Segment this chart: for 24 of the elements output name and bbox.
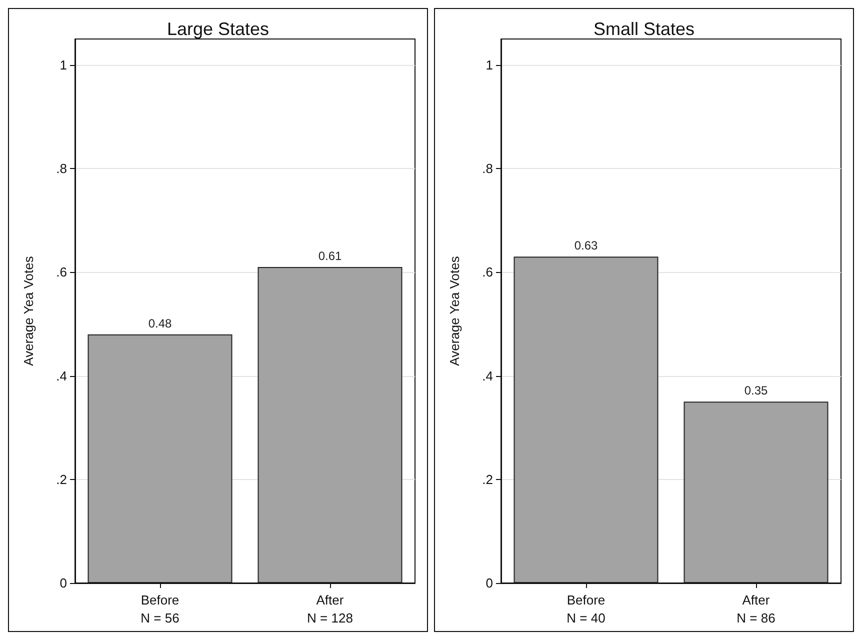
data-label: 0.48 xyxy=(148,316,172,330)
x-tick-label: After N = 86 xyxy=(736,592,776,626)
y-tick-label: .8 xyxy=(56,161,67,176)
y-tick-label: 0 xyxy=(486,576,493,590)
y-tick-label: .8 xyxy=(482,161,493,176)
y-tick-label: 1 xyxy=(486,57,493,72)
y-tick-label: .4 xyxy=(56,368,67,384)
y-axis-title: Average Yea Votes xyxy=(447,256,462,366)
y-axis-title: Average Yea Votes xyxy=(21,256,36,366)
y-tick-label: .2 xyxy=(56,472,67,487)
data-label: 0.61 xyxy=(318,248,342,263)
data-label: 0.35 xyxy=(744,384,768,398)
x-tick-label: After N = 128 xyxy=(307,592,353,626)
y-tick-label: 1 xyxy=(60,57,67,72)
data-label: 0.63 xyxy=(574,238,598,253)
chart-title: Large States xyxy=(166,19,270,39)
y-tick-label: 0 xyxy=(60,576,67,590)
chart-title: Small States xyxy=(593,19,695,39)
y-tick-label: .6 xyxy=(56,264,67,280)
x-tick-label: Before N = 56 xyxy=(140,592,180,626)
y-tick-label: .6 xyxy=(482,264,493,280)
x-tick-label: Before N = 40 xyxy=(566,592,606,626)
y-tick-label: .2 xyxy=(482,472,493,487)
y-tick-label: .4 xyxy=(482,368,493,384)
